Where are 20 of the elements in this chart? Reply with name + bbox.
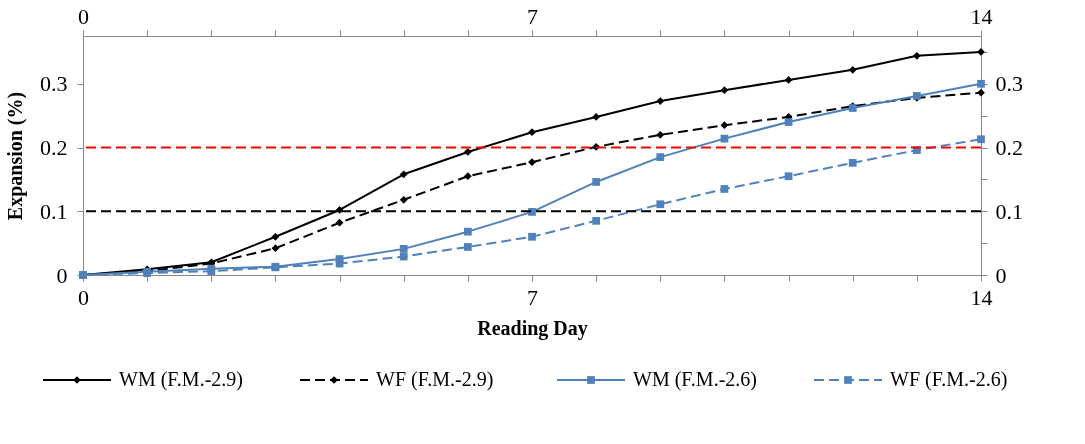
legend-label: WF (F.M.-2.6) [890, 368, 1008, 391]
y-tick-label: 0 [56, 262, 68, 288]
y-tick-label: 0.2 [40, 135, 68, 161]
y-tick-label: 0.1 [40, 198, 68, 224]
legend-label: WM (F.M.-2.9) [119, 368, 243, 391]
x-tick-label: 14 [970, 3, 993, 29]
x-tick-label: 7 [527, 3, 538, 29]
y2-tick-label: 0.2 [995, 135, 1023, 161]
x2-tick-label: 0 [78, 284, 89, 310]
x-tick-label: 0 [78, 3, 89, 29]
y2-tick-label: 0.1 [995, 198, 1023, 224]
legend-label: WF (F.M.-2.9) [376, 368, 494, 391]
x2-tick-label: 14 [970, 284, 993, 310]
x-axis-title: Reading Day [477, 316, 588, 340]
y-axis-title: Expansion (%) [4, 91, 27, 221]
y-tick-label: 0.3 [40, 71, 68, 97]
y2-tick-label: 0.3 [995, 71, 1023, 97]
y2-tick-label: 0 [995, 262, 1007, 288]
x2-tick-label: 7 [527, 284, 538, 310]
legend-label: WM (F.M.-2.6) [633, 368, 757, 391]
